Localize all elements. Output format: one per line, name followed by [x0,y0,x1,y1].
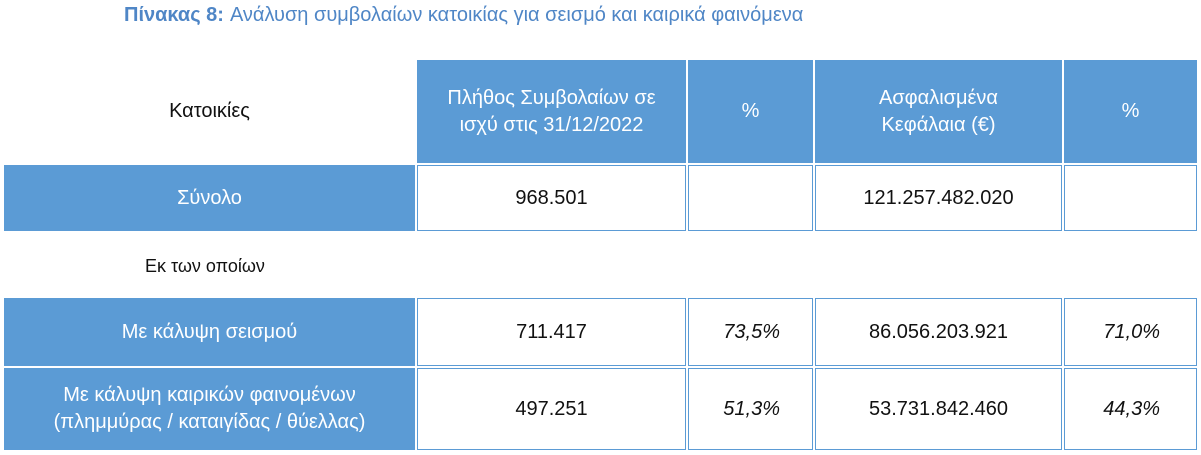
title-label: Πίνακας 8: [124,4,224,26]
value-cell: 86.056.203.921 [815,298,1062,366]
header-cell: Πλήθος Συμβολαίων σε ισχύ στις 31/12/202… [417,60,686,163]
title-text: Ανάλυση συμβολαίων κατοικίας για σεισμό … [229,4,804,26]
header-cell: Ασφαλισμένα Κεφάλαια (€) [815,60,1062,163]
percent-cell: 71,0% [1064,298,1197,366]
header-cell: Κατοικίες [169,100,250,122]
row-label: Με κάλυψη καιρικών φαινομένων (πλημμύρας… [4,368,415,450]
percent-cell: 51,3% [688,368,813,450]
value-cell: 121.257.482.020 [815,165,1062,231]
value-cell: 497.251 [417,368,686,450]
value-cell: 53.731.842.460 [815,368,1062,450]
row-label: Σύνολο [4,165,415,231]
subheading: Εκ των οποίων [145,256,265,276]
header-cell: % [1064,60,1197,163]
header-cell: % [688,60,813,163]
empty-cell [688,165,813,231]
percent-cell: 44,3% [1064,368,1197,450]
value-cell: 968.501 [417,165,686,231]
table-title: Πίνακας 8: Ανάλυση συμβολαίων κατοικίας γ… [124,4,803,27]
value-cell: 711.417 [417,298,686,366]
row-label: Με κάλυψη σεισμού [4,298,415,366]
empty-cell [1064,165,1197,231]
percent-cell: 73,5% [688,298,813,366]
